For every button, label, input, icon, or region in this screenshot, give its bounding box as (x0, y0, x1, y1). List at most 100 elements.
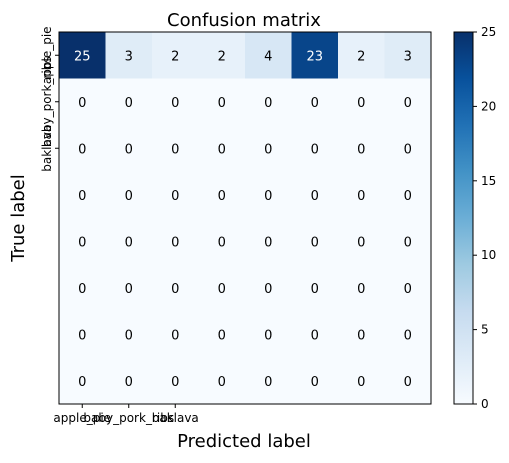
cell-value-label: 0 (218, 282, 226, 297)
heatmap-cell (198, 125, 246, 172)
cell-value-label: 0 (311, 375, 319, 390)
cell-value-label: 0 (78, 375, 86, 390)
heatmap-cell (198, 32, 246, 79)
cell-value-label: 0 (311, 328, 319, 343)
cell-value-label: 0 (78, 282, 86, 297)
cell-value-label: 0 (311, 189, 319, 204)
colorbar-tick-label: 20 (481, 99, 496, 113)
cell-value-label: 0 (78, 235, 86, 250)
cell-value-label: 0 (218, 375, 226, 390)
cell-value-label: 0 (404, 328, 412, 343)
cell-value-label: 3 (404, 49, 412, 64)
heatmap-cell (59, 171, 106, 219)
cell-value-label: 0 (357, 189, 365, 204)
heatmap-cell (152, 125, 199, 172)
cell-value-label: 4 (264, 49, 272, 64)
x-tick-label: apple_pie (53, 411, 111, 425)
cell-value-label: 0 (218, 142, 226, 157)
cell-value-label: 0 (78, 189, 86, 204)
heatmap-cell (105, 171, 153, 219)
heatmap-cell (105, 218, 153, 265)
heatmap-cell (245, 32, 292, 79)
cell-value-label: 0 (357, 96, 365, 111)
cell-value-label: 0 (404, 142, 412, 157)
heatmap-cell (291, 311, 339, 358)
heatmap-cell (291, 264, 339, 312)
cell-value-label: 0 (218, 189, 226, 204)
cell-value-label: 0 (264, 282, 272, 297)
cell-value-label: 0 (218, 235, 226, 250)
cell-value-label: 0 (264, 189, 272, 204)
heatmap-cell (291, 125, 339, 172)
heatmap-cell (384, 218, 432, 265)
heatmap-cell (198, 78, 246, 126)
heatmap-cell (384, 311, 432, 358)
cell-value-label: 0 (125, 142, 133, 157)
cell-value-label: 23 (306, 49, 323, 64)
heatmap-cell (384, 78, 432, 126)
heatmap-cell (338, 32, 385, 79)
heatmap-cell (59, 357, 106, 405)
cell-value-label: 0 (78, 96, 86, 111)
cell-value-label: 0 (311, 235, 319, 250)
cell-value-label: 0 (404, 235, 412, 250)
cell-value-label: 0 (218, 328, 226, 343)
colorbar-ticks: 0 5 10 15 20 25 (473, 25, 496, 411)
colorbar-tick-label: 15 (481, 174, 496, 188)
cell-value-label: 2 (218, 49, 226, 64)
cell-value-label: 0 (171, 189, 179, 204)
cell-value-label: 0 (125, 235, 133, 250)
heatmap-cell (338, 218, 385, 265)
cell-value-label: 0 (171, 375, 179, 390)
heatmap-cell (245, 264, 292, 312)
heatmap-cell (152, 311, 199, 358)
cell-value-label: 0 (78, 142, 86, 157)
heatmap-cell (152, 357, 199, 405)
heatmap-cell (198, 357, 246, 405)
cell-value-label: 0 (171, 328, 179, 343)
heatmap-cell (105, 357, 153, 405)
cell-value-label: 0 (404, 282, 412, 297)
heatmap-cell (198, 264, 246, 312)
heatmap-cell (245, 171, 292, 219)
heatmap-cell (291, 357, 339, 405)
y-axis-label: True label (8, 174, 29, 263)
heatmap-cell (152, 78, 199, 126)
cell-value-label: 0 (264, 96, 272, 111)
heatmap-cell (384, 32, 432, 79)
heatmap-cell (245, 357, 292, 405)
cell-value-label: 0 (125, 328, 133, 343)
colorbar-tick-label: 10 (481, 248, 496, 262)
colorbar (453, 31, 474, 405)
cell-value-label: 0 (264, 328, 272, 343)
heatmap-cell (105, 311, 153, 358)
cell-value-label: 0 (404, 189, 412, 204)
cell-value-label: 0 (125, 375, 133, 390)
cell-value-label: 0 (311, 96, 319, 111)
heatmap-cell (384, 357, 432, 405)
cell-value-label: 0 (311, 142, 319, 157)
cell-value-label: 0 (171, 235, 179, 250)
cell-value-label: 0 (404, 375, 412, 390)
heatmap-cell (59, 125, 106, 172)
x-tick-label: baklava (152, 411, 199, 425)
cell-value-label: 2 (357, 49, 365, 64)
heatmap-cell (152, 218, 199, 265)
heatmap-cell (59, 218, 106, 265)
colorbar-tick-label: 5 (481, 323, 489, 337)
cell-value-label: 0 (125, 282, 133, 297)
cell-value-label: 0 (264, 375, 272, 390)
chart-title: Confusion matrix (167, 10, 321, 31)
heatmap-cell (384, 125, 432, 172)
heatmap-cell (152, 32, 199, 79)
cell-value-label: 3 (125, 49, 133, 64)
heatmap-cell (59, 264, 106, 312)
heatmap-cell (291, 32, 339, 79)
heatmap-cell (59, 32, 106, 79)
plot-frame (58, 31, 432, 405)
heatmap-cell (245, 311, 292, 358)
cell-value-label: 0 (264, 142, 272, 157)
heatmap-cell (198, 311, 246, 358)
